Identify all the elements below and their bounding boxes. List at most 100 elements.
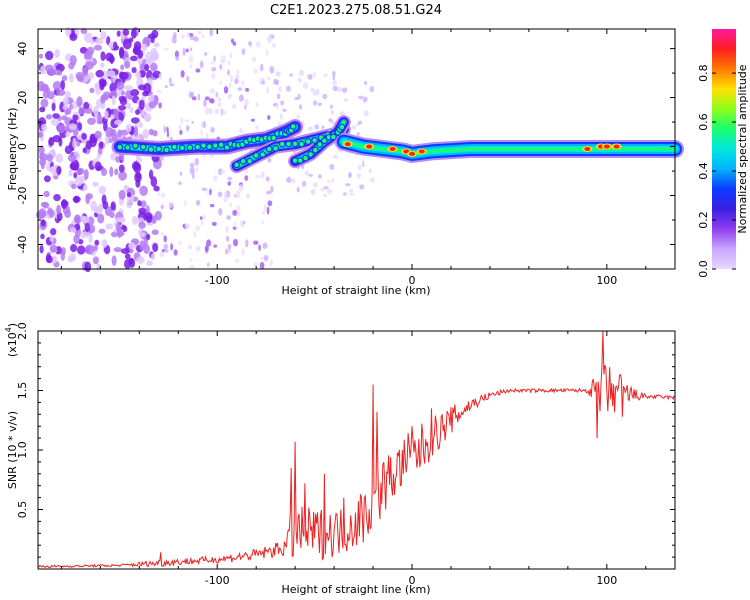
spectrogram-cell: [252, 56, 256, 62]
spectrogram-cell: [233, 221, 237, 228]
spectrogram-cell: [206, 190, 210, 194]
spectrogram-ridge-dot: [194, 143, 202, 151]
spectrogram-cell: [296, 186, 300, 193]
spectrogram-cell: [67, 153, 77, 163]
spectrogram-cell: [234, 78, 239, 85]
spectrogram-cell: [56, 89, 66, 96]
spectrogram-cell: [225, 235, 230, 242]
spectrogram-cell: [211, 72, 216, 80]
spectrogram-cell: [194, 158, 199, 166]
spectrogram-cell: [99, 141, 104, 149]
spectrogram-ytick-label: 40: [16, 42, 29, 56]
spectrogram-cell: [226, 215, 232, 220]
spectrogram-cell: [113, 41, 118, 50]
spectrogram-cell: [269, 65, 275, 74]
spectrogram-cell: [101, 94, 109, 101]
spectrogram-cell: [356, 173, 361, 179]
spectrogram-cell: [119, 129, 129, 136]
spectrogram-cell: [228, 249, 232, 254]
spectrogram-cell: [191, 120, 194, 125]
spectrogram-cell: [210, 126, 215, 133]
spectrogram-cell: [202, 154, 206, 158]
spectrogram-ylabel: Frequency (Hz): [6, 108, 19, 191]
spectrogram-cell: [83, 169, 89, 180]
spectrogram-cell: [230, 38, 235, 44]
spectrogram-hot-spot-core: [366, 144, 373, 149]
spectrogram-ridge-dot: [316, 140, 324, 148]
spectrogram-cell: [321, 125, 325, 129]
snr-ytick-label: 1.5: [16, 382, 29, 400]
spectrogram-cell: [158, 73, 162, 80]
colorbar-tick-label: 0.4: [697, 162, 710, 180]
spectrogram-cell: [260, 256, 265, 260]
spectrogram-cell: [221, 169, 225, 175]
spectrogram-cell: [327, 188, 333, 195]
spectrogram-cell: [213, 175, 218, 182]
spectrogram-cell: [135, 71, 141, 79]
spectrogram-cell: [215, 91, 219, 98]
spectrogram-cell: [229, 74, 233, 83]
spectrogram-cell: [95, 69, 104, 78]
spectrogram-cell: [113, 247, 123, 253]
spectrogram-cell: [61, 199, 68, 210]
spectrogram-cell: [187, 244, 193, 250]
spectrogram-cell: [329, 164, 335, 170]
spectrogram-cell: [166, 130, 170, 138]
spectrogram-cell: [332, 70, 336, 77]
spectrogram-cell: [209, 29, 214, 37]
spectrogram-cell: [39, 245, 44, 254]
spectrogram-cell: [158, 102, 162, 109]
spectrogram-cell: [199, 60, 204, 69]
spectrogram-cell: [307, 126, 313, 131]
spectrogram-cell: [135, 173, 141, 179]
spectrogram-cell: [170, 243, 174, 251]
spectrogram-xlabel: Height of straight line (km): [281, 284, 430, 297]
spectrogram-cell: [235, 190, 241, 199]
spectrogram-cell: [205, 132, 209, 140]
spectrogram-cell: [227, 69, 230, 76]
spectrogram-cell: [45, 253, 51, 263]
spectrogram-cell: [114, 168, 119, 176]
spectrogram-cell: [245, 239, 249, 248]
spectrogram-cell: [204, 96, 210, 101]
spectrogram-cell: [122, 225, 128, 233]
spectrogram-cell: [239, 127, 243, 134]
spectrogram-cell: [64, 209, 71, 219]
spectrogram-cell: [51, 102, 56, 112]
spectrogram-cell: [150, 176, 158, 188]
spectrogram-cell: [328, 118, 333, 123]
spectrogram-cell: [195, 225, 201, 231]
spectrogram-cell: [219, 81, 223, 85]
spectrogram-cell: [151, 229, 159, 236]
spectrogram-cell: [266, 86, 270, 94]
spectrogram-cell: [148, 128, 154, 136]
spectrogram-cell: [200, 220, 204, 226]
spectrogram-cell: [244, 99, 249, 107]
spectrogram-cell: [81, 133, 87, 140]
spectrogram-cell: [221, 110, 227, 115]
spectrogram-cell: [68, 253, 77, 262]
spectrogram-ridge-dot: [239, 157, 247, 165]
spectrogram-cell: [248, 41, 252, 46]
spectrogram-cell: [168, 202, 173, 209]
spectrogram-ytick-label: -40: [16, 236, 29, 254]
spectrogram-cell: [302, 82, 309, 89]
spectrogram-cell: [138, 221, 146, 229]
spectrogram-cell: [197, 30, 202, 35]
spectrogram-cell: [100, 62, 105, 68]
spectrogram-cell: [362, 96, 368, 103]
spectrogram-cell: [110, 90, 118, 99]
spectrogram-cell: [345, 183, 351, 187]
spectrogram-cell: [87, 117, 96, 125]
spectrogram-cell: [122, 28, 130, 36]
spectrogram-cell: [255, 125, 259, 130]
spectrogram-cell: [53, 193, 61, 202]
spectrogram-cell: [116, 81, 125, 91]
svg-text:(x104): (x104): [4, 323, 19, 357]
spectrogram-cell: [131, 67, 137, 74]
spectrogram-cell: [124, 253, 131, 260]
spectrogram-ridge-dot: [211, 142, 219, 150]
spectrogram-cell: [126, 102, 132, 109]
spectrogram-cell: [40, 219, 46, 227]
spectrogram-cell: [217, 102, 222, 107]
